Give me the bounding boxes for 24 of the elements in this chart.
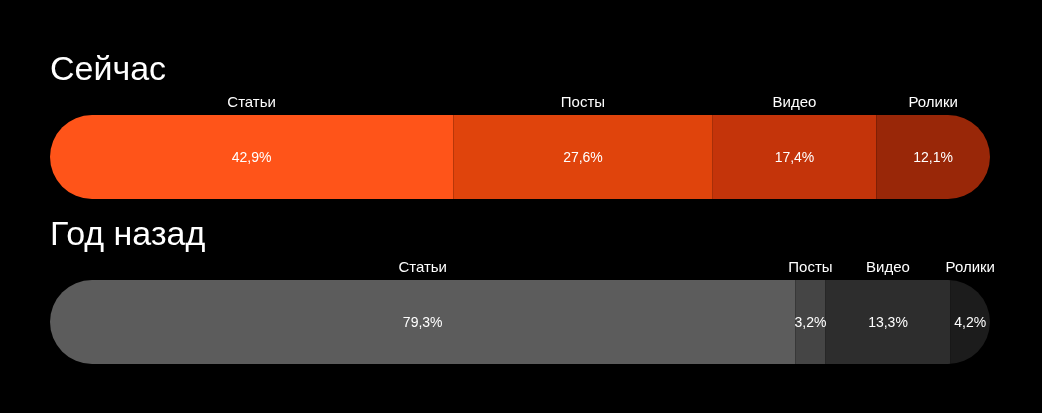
bar: [50, 115, 454, 199]
data-label: 79,3%: [402, 314, 443, 330]
series-label: Статьи: [398, 258, 448, 275]
data-label: 13,3%: [868, 314, 908, 330]
bar: [712, 115, 877, 199]
series-label: Статьи: [227, 93, 276, 110]
data-label: 3,2%: [794, 314, 827, 330]
bar: [453, 115, 713, 199]
series-label: Посты: [788, 258, 833, 275]
series-label: Видео: [772, 93, 817, 110]
data-label: 12,1%: [913, 149, 953, 165]
bar: [795, 280, 826, 364]
bar: [50, 280, 796, 364]
data-label: 4,2%: [954, 314, 987, 330]
series-label: Ролики: [908, 93, 958, 110]
data-label: 17,4%: [774, 149, 815, 165]
data-label: 27,6%: [563, 149, 603, 165]
bar: [825, 280, 951, 364]
series-label: Ролики: [945, 258, 995, 275]
chart-title: Год назад: [50, 214, 206, 252]
series-label: Посты: [560, 93, 606, 110]
data-label: 42,9%: [231, 149, 272, 165]
chart-title: Сейчас: [50, 49, 167, 87]
series-label: Видео: [866, 258, 910, 275]
